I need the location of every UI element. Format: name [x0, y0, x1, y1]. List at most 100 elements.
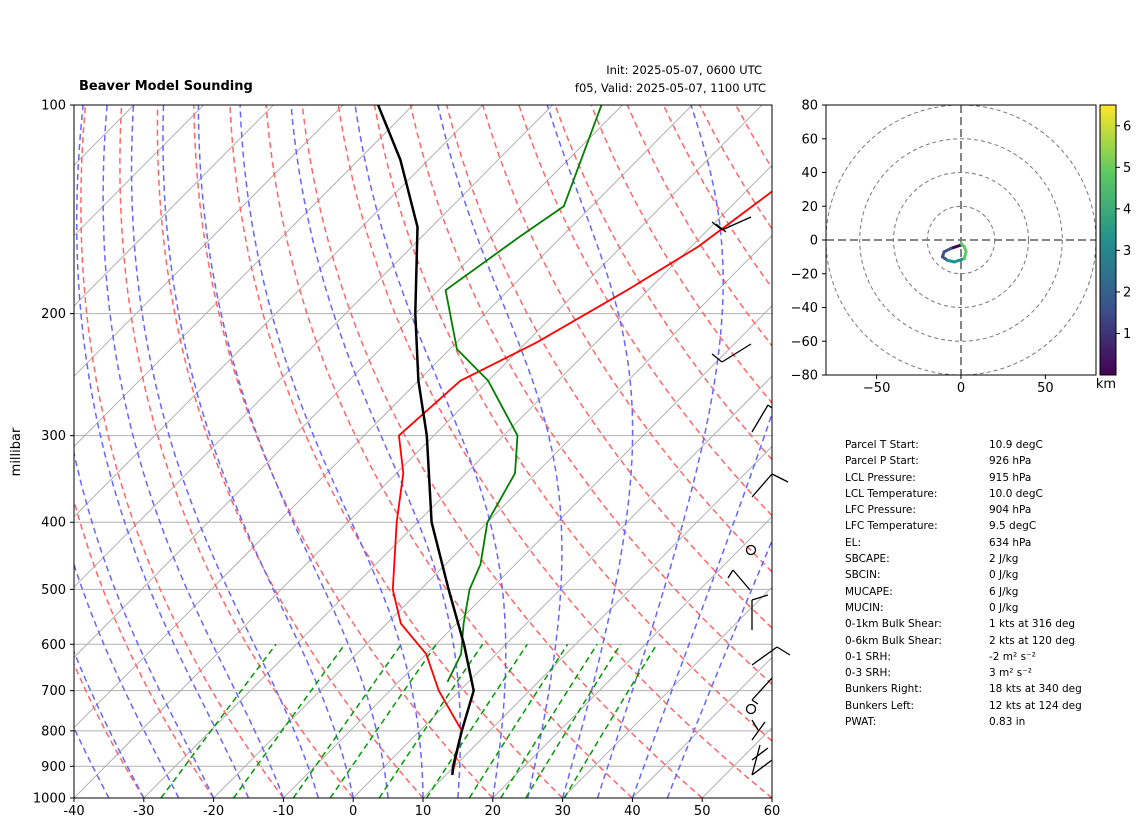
hodo-y-tick-label: 80	[801, 99, 818, 114]
wind-barb	[751, 404, 773, 433]
moist-adiabat	[596, 105, 724, 798]
hodo-y-tick-label: 0	[810, 234, 818, 249]
wind-barb	[751, 473, 789, 498]
param-row: MUCAPE: 6 J/kg	[845, 584, 1082, 600]
isotherm	[74, 105, 623, 659]
param-label: EL:	[845, 536, 862, 549]
mixing-ratio-line	[525, 643, 622, 798]
param-label: MUCIN:	[845, 601, 884, 614]
isotherm	[143, 164, 772, 798]
y-tick-label: 700	[41, 684, 66, 699]
y-tick-label: 500	[41, 583, 66, 598]
valid-time: f05, Valid: 2025-05-07, 1100 UTC	[574, 81, 766, 95]
dry-adiabat	[409, 105, 772, 686]
colorbar-label: km	[1096, 377, 1116, 392]
param-row: LCL Pressure: 915 hPa	[845, 470, 1082, 486]
hodograph-ticks: −50 0 50 −80 −60 −40 −20 0 20 40 60 80	[791, 99, 1054, 397]
hodo-x-tick-label: −50	[863, 381, 890, 396]
param-row: MUCIN: 0 J/kg	[845, 600, 1082, 616]
colorbar	[1099, 104, 1117, 376]
param-row: PWAT: 0.83 in	[845, 714, 1082, 730]
param-value: 915 hPa	[989, 471, 1032, 484]
param-label: SBCAPE:	[845, 553, 890, 566]
x-tick-label: 50	[694, 804, 711, 819]
mixing-ratio-line	[563, 643, 658, 798]
hodo-y-tick-label: 60	[801, 132, 818, 147]
param-label: LFC Pressure:	[845, 504, 916, 517]
y-tick-label: 900	[41, 760, 66, 775]
param-label: 0-3 SRH:	[845, 667, 891, 680]
wind-barb	[711, 343, 752, 363]
dry-adiabat	[518, 105, 772, 517]
param-row: 0-6km Bulk Shear: 2 kts at 120 deg	[845, 633, 1082, 649]
param-value: 0.83 in	[989, 716, 1026, 729]
mixing-ratio-line	[292, 643, 403, 798]
x-tick-label: 0	[349, 804, 357, 819]
y-tick-label: 600	[41, 638, 66, 653]
hodo-y-tick-label: 40	[801, 166, 818, 181]
moist-adiabat	[437, 105, 563, 798]
moist-adiabat	[74, 562, 180, 798]
hodo-y-tick-label: −60	[791, 335, 818, 350]
x-tick-label: 40	[624, 804, 641, 819]
param-label: Parcel T Start:	[845, 439, 919, 451]
x-tick-label: 30	[554, 804, 571, 819]
param-value: 18 kts at 340 deg	[989, 683, 1082, 696]
moist-adiabat	[75, 105, 250, 798]
moist-adiabat	[130, 105, 320, 798]
dry-adiabat	[80, 105, 284, 798]
param-row: Parcel T Start: 10.9 degC	[845, 437, 1082, 453]
temperature-line	[391, 190, 772, 776]
dry-adiabat	[74, 498, 215, 798]
param-row: 0-1km Bulk Shear: 1 kts at 316 deg	[845, 616, 1082, 632]
isotherm	[74, 105, 763, 798]
param-value: 12 kts at 124 deg	[989, 699, 1082, 712]
skewt-gridlines	[74, 105, 772, 798]
param-value: 6 J/kg	[989, 585, 1019, 598]
moist-adiabat	[666, 538, 772, 798]
hodo-y-tick-label: −40	[791, 301, 818, 316]
moist-adiabat	[631, 411, 772, 798]
hodograph-segment	[952, 257, 966, 264]
calm-wind-circle	[745, 703, 757, 715]
param-value: 1 kts at 316 deg	[989, 618, 1076, 631]
param-label: Bunkers Right:	[845, 683, 922, 696]
dry-adiabat	[337, 105, 772, 798]
moist-adiabat	[74, 449, 215, 798]
param-label: LFC Temperature:	[845, 520, 938, 533]
colorbar-tick-label: 2	[1123, 285, 1131, 300]
param-value: 926 hPa	[989, 455, 1032, 468]
isotherm	[74, 105, 693, 729]
isotherm	[74, 105, 344, 377]
isotherm	[422, 445, 772, 798]
mixing-ratio-line	[500, 643, 598, 798]
param-row: Bunkers Left: 12 kts at 124 deg	[845, 698, 1082, 714]
param-row: SBCAPE: 2 J/kg	[845, 551, 1082, 567]
param-value: 3 m² s⁻²	[989, 667, 1033, 680]
dry-adiabat	[156, 105, 424, 798]
param-value: 904 hPa	[989, 504, 1032, 517]
moist-adiabat	[74, 726, 110, 798]
param-row: LFC Temperature: 9.5 degC	[845, 518, 1082, 534]
param-label: LCL Temperature:	[845, 487, 938, 500]
wind-barb	[751, 719, 766, 741]
isotherm	[74, 105, 204, 237]
dry-adiabat	[119, 105, 354, 798]
dry-adiabat	[373, 105, 772, 742]
param-label: MUCAPE:	[845, 585, 893, 598]
colorbar-tick-label: 3	[1123, 244, 1131, 259]
x-tick-label: -30	[133, 804, 154, 819]
moist-adiabat	[546, 105, 634, 798]
isotherm	[213, 234, 772, 798]
x-tick-label: -40	[63, 804, 84, 819]
param-value: -2 m² s⁻²	[989, 650, 1036, 663]
colorbar-tick-label: 6	[1123, 119, 1131, 134]
y-tick-label: 200	[41, 307, 66, 322]
param-label: 0-6km Bulk Shear:	[845, 634, 942, 647]
param-value: 0 J/kg	[989, 601, 1019, 614]
param-value: 9.5 degC	[989, 520, 1037, 533]
dry-adiabat	[229, 105, 564, 798]
param-row: LCL Temperature: 10.0 degC	[845, 486, 1082, 502]
isotherm	[74, 105, 414, 448]
param-row: 0-1 SRH: -2 m² s⁻²	[845, 649, 1082, 665]
